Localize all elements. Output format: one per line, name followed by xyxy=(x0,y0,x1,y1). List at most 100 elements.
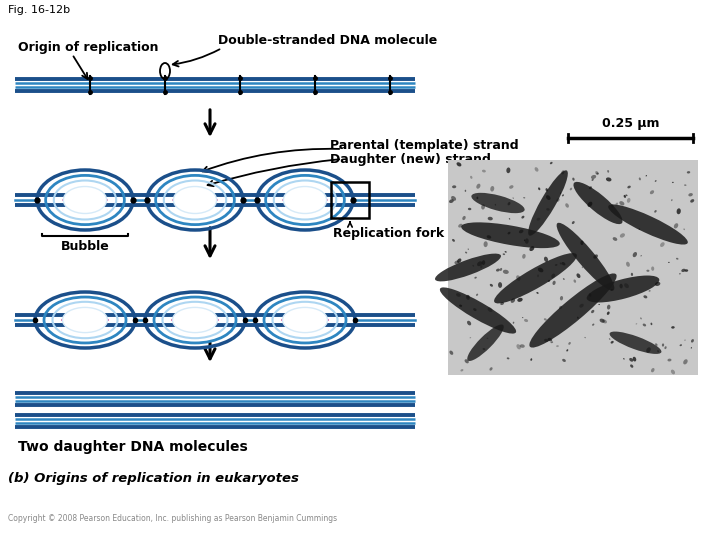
Ellipse shape xyxy=(560,192,561,194)
Ellipse shape xyxy=(500,302,504,305)
Ellipse shape xyxy=(629,358,634,362)
Ellipse shape xyxy=(490,186,494,192)
Ellipse shape xyxy=(607,170,609,173)
Ellipse shape xyxy=(462,222,559,248)
Ellipse shape xyxy=(557,223,614,291)
Ellipse shape xyxy=(449,199,454,203)
Ellipse shape xyxy=(538,187,540,190)
Ellipse shape xyxy=(654,210,657,213)
Ellipse shape xyxy=(516,344,521,349)
Ellipse shape xyxy=(523,197,526,199)
Text: Bubble: Bubble xyxy=(60,240,109,253)
Ellipse shape xyxy=(509,185,513,189)
Ellipse shape xyxy=(643,323,646,326)
Ellipse shape xyxy=(626,262,630,267)
Ellipse shape xyxy=(529,273,616,348)
Ellipse shape xyxy=(580,240,584,245)
Ellipse shape xyxy=(633,357,636,361)
Ellipse shape xyxy=(536,218,540,220)
Ellipse shape xyxy=(574,280,576,283)
Ellipse shape xyxy=(572,221,575,224)
Ellipse shape xyxy=(690,347,692,349)
Ellipse shape xyxy=(510,298,515,303)
Ellipse shape xyxy=(477,184,480,188)
Ellipse shape xyxy=(464,359,469,363)
Ellipse shape xyxy=(636,323,637,325)
Ellipse shape xyxy=(63,307,107,333)
Ellipse shape xyxy=(537,274,539,277)
Ellipse shape xyxy=(588,202,593,207)
Ellipse shape xyxy=(647,269,649,272)
Ellipse shape xyxy=(600,319,605,323)
Ellipse shape xyxy=(683,359,688,364)
Ellipse shape xyxy=(562,262,565,266)
Ellipse shape xyxy=(640,318,642,319)
Ellipse shape xyxy=(667,359,672,361)
Ellipse shape xyxy=(559,262,562,265)
Ellipse shape xyxy=(494,253,577,303)
Ellipse shape xyxy=(562,194,564,197)
Ellipse shape xyxy=(668,262,670,263)
Ellipse shape xyxy=(582,266,583,268)
Ellipse shape xyxy=(613,237,617,241)
Ellipse shape xyxy=(557,198,559,202)
Ellipse shape xyxy=(522,254,526,259)
Ellipse shape xyxy=(644,295,647,299)
Ellipse shape xyxy=(529,246,534,251)
Ellipse shape xyxy=(487,235,491,239)
Ellipse shape xyxy=(655,282,660,286)
Ellipse shape xyxy=(521,215,524,219)
Ellipse shape xyxy=(525,238,528,244)
Ellipse shape xyxy=(461,369,464,372)
Ellipse shape xyxy=(467,321,471,326)
Text: Copyright © 2008 Pearson Education, Inc. publishing as Pearson Benjamin Cummings: Copyright © 2008 Pearson Education, Inc.… xyxy=(8,514,337,523)
Ellipse shape xyxy=(464,190,467,192)
Ellipse shape xyxy=(284,186,327,213)
Ellipse shape xyxy=(536,292,539,294)
Ellipse shape xyxy=(611,204,613,207)
Ellipse shape xyxy=(500,268,502,271)
Ellipse shape xyxy=(593,254,598,259)
Ellipse shape xyxy=(458,224,463,227)
Ellipse shape xyxy=(687,171,690,173)
Ellipse shape xyxy=(608,205,688,245)
Ellipse shape xyxy=(544,318,546,321)
Ellipse shape xyxy=(680,345,682,346)
Ellipse shape xyxy=(544,256,548,262)
Ellipse shape xyxy=(498,282,502,288)
Ellipse shape xyxy=(627,186,631,188)
Ellipse shape xyxy=(647,347,651,353)
Ellipse shape xyxy=(487,338,488,339)
Ellipse shape xyxy=(519,230,523,233)
Ellipse shape xyxy=(503,253,505,255)
Ellipse shape xyxy=(651,266,654,271)
Ellipse shape xyxy=(435,254,501,281)
Ellipse shape xyxy=(477,261,482,266)
Ellipse shape xyxy=(509,218,510,220)
Ellipse shape xyxy=(606,178,611,181)
Ellipse shape xyxy=(473,308,477,311)
Ellipse shape xyxy=(496,268,500,272)
Ellipse shape xyxy=(482,348,485,350)
Ellipse shape xyxy=(665,346,667,349)
Ellipse shape xyxy=(565,203,569,208)
Bar xyxy=(448,160,698,375)
Ellipse shape xyxy=(472,265,474,267)
Ellipse shape xyxy=(477,197,478,199)
Ellipse shape xyxy=(683,228,685,230)
Ellipse shape xyxy=(633,252,637,257)
Ellipse shape xyxy=(585,337,586,338)
Bar xyxy=(331,182,369,218)
Ellipse shape xyxy=(591,310,594,313)
Ellipse shape xyxy=(174,186,217,213)
Ellipse shape xyxy=(580,304,584,308)
Ellipse shape xyxy=(595,171,598,175)
Ellipse shape xyxy=(562,359,566,362)
Ellipse shape xyxy=(173,307,217,333)
Ellipse shape xyxy=(630,364,634,368)
Ellipse shape xyxy=(577,273,580,278)
Ellipse shape xyxy=(611,289,613,291)
Ellipse shape xyxy=(505,251,507,253)
Ellipse shape xyxy=(484,241,487,247)
Ellipse shape xyxy=(467,295,469,298)
